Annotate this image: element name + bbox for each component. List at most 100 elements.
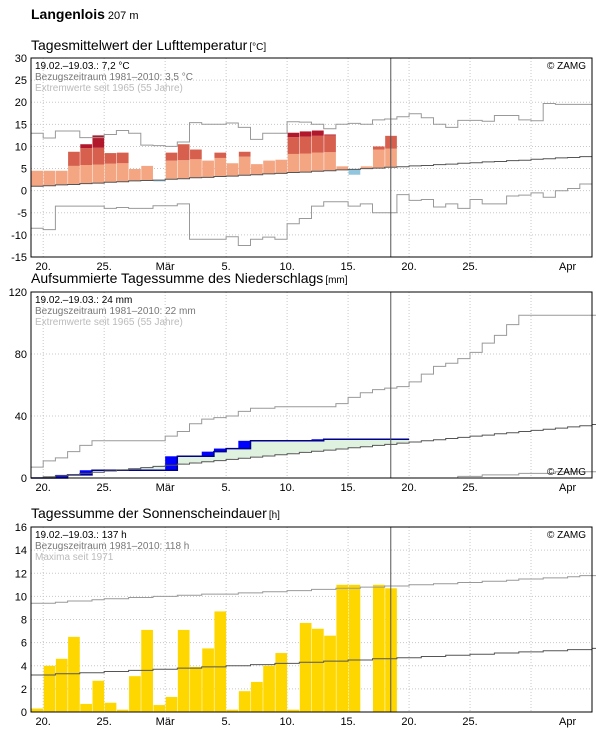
sunshine-y-tick-label: 6 xyxy=(21,638,27,650)
temperature-normal-line xyxy=(31,156,592,187)
sunshine-bar xyxy=(312,628,324,712)
sunshine-y-tick-label: 16 xyxy=(15,522,27,534)
temperature-bar xyxy=(324,152,336,171)
precipitation-unit: [mm] xyxy=(325,275,348,286)
precipitation-y-tick-label: 40 xyxy=(15,411,27,423)
temperature-y-tick-label: 20 xyxy=(15,97,27,109)
precipitation-x-tick-label: 5. xyxy=(222,482,231,494)
precipitation-info-line: Bezugszeitraum 1981–2010: 22 mm xyxy=(35,306,196,317)
temperature-panel: -15 -10 -5 0 5 10 15 20 25 30 20. 25. Mär 5. 10. 15. 20.… xyxy=(11,53,593,273)
temperature-unit: [°C] xyxy=(249,42,267,53)
precipitation-extreme-max-line xyxy=(31,314,596,468)
sunshine-frame xyxy=(30,526,593,713)
sunshine-bar xyxy=(165,696,178,712)
temperature-info-line: 19.02.–19.03.: 7,2 °C xyxy=(35,61,130,72)
precipitation-x-tick-label: 25. xyxy=(97,482,112,494)
sunshine-x-tick-label: 15. xyxy=(340,716,355,728)
sunshine-bar xyxy=(251,681,263,712)
temperature-y-tick-label: 25 xyxy=(15,75,27,87)
temperature-bar-warm xyxy=(324,135,336,153)
temperature-bar-cold xyxy=(348,169,361,175)
sunshine-x-tick-label: Apr xyxy=(559,716,576,728)
temperature-bar xyxy=(372,149,385,169)
precipitation-increment xyxy=(201,451,214,457)
temperature-bar xyxy=(31,170,44,187)
sunshine-bar xyxy=(275,653,288,712)
temperature-x-tick-label: Apr xyxy=(559,261,576,273)
temperature-bar-hot xyxy=(80,144,92,149)
precipitation-increment xyxy=(79,470,92,475)
temperature-bar-warm xyxy=(177,144,190,161)
temperature-bar-warm xyxy=(372,146,385,150)
temperature-frame xyxy=(30,57,593,258)
precipitation-info-line: 19.02.–19.03.: 24 mm xyxy=(35,295,132,306)
temperature-bar xyxy=(116,163,129,182)
precipitation-increment xyxy=(213,448,227,452)
sunshine-bar xyxy=(129,676,141,712)
temperature-y-tick-label: -10 xyxy=(11,230,27,242)
sunshine-x-tick-label: 10. xyxy=(279,716,294,728)
temperature-x-tick-label: 25. xyxy=(462,261,477,273)
sunshine-x-tick-label: 5. xyxy=(222,716,231,728)
temperature-bar-warm xyxy=(116,152,129,164)
sunshine-bar xyxy=(214,611,227,712)
temperature-bar-warm xyxy=(238,151,251,157)
precipitation-x-tick-label: 10. xyxy=(279,482,294,494)
temperature-bar-warm xyxy=(68,151,80,166)
sunshine-x-tick-label: 25. xyxy=(97,716,112,728)
temperature-bar xyxy=(80,165,92,184)
temperature-y-tick-label: 30 xyxy=(15,53,27,65)
sunshine-y-tick-label: 14 xyxy=(15,545,27,557)
precipitation-x-tick-label: 15. xyxy=(340,482,355,494)
temperature-bar xyxy=(92,164,105,184)
sunshine-bar xyxy=(336,584,349,712)
temperature-y-tick-label: 10 xyxy=(15,141,27,153)
temperature-bar-warm xyxy=(165,152,178,161)
temperature-x-tick-label: 15. xyxy=(340,261,355,273)
sunshine-normal-line xyxy=(31,647,596,676)
sunshine-info-line: Bezugszeitraum 1981–2010: 118 h xyxy=(35,541,189,552)
sunshine-bar xyxy=(299,622,312,712)
precipitation-frame xyxy=(30,291,593,479)
sunshine-title-text: Tagessumme der Sonnenscheindauer xyxy=(31,505,267,521)
sunshine-bar xyxy=(190,666,202,712)
sunshine-bar xyxy=(202,648,214,712)
sunshine-y-tick-label: 10 xyxy=(15,591,27,603)
sunshine-panel: 0 2 4 6 8 10 12 14 16 20. 25. Mär 5. 10. 15. 20. 25. Apr 1… xyxy=(15,522,596,728)
sunshine-info-line: 19.02.–19.03.: 137 h xyxy=(35,530,127,541)
sunshine-bar xyxy=(55,658,68,712)
temperature-bar xyxy=(177,160,190,179)
precipitation-x-tick-label: 20. xyxy=(401,482,416,494)
sunshine-bar xyxy=(348,584,361,712)
temperature-bar xyxy=(214,157,227,177)
precipitation-y-tick-label: 120 xyxy=(9,287,27,299)
temperature-bar xyxy=(251,164,263,175)
temperature-bar-warm xyxy=(312,135,324,153)
temperature-x-tick-label: 5. xyxy=(222,261,231,273)
temperature-bar xyxy=(238,156,251,176)
sunshine-info-line: Maxima seit 1971 xyxy=(35,552,114,563)
sunshine-bar xyxy=(226,709,239,712)
sunshine-bar xyxy=(31,708,44,712)
temperature-bar-warm xyxy=(80,148,92,166)
sunshine-bar xyxy=(141,629,153,712)
sunshine-x-tick-label: Mär xyxy=(156,716,175,728)
sunshine-bar xyxy=(104,702,117,712)
sunshine-bar xyxy=(287,709,300,712)
sunshine-zamg-credit: © ZAMG xyxy=(547,530,586,541)
precipitation-x-tick-label: 20. xyxy=(36,482,51,494)
temperature-bar xyxy=(287,153,300,173)
precipitation-increment xyxy=(55,474,68,478)
precipitation-x-tick-label: Apr xyxy=(559,482,576,494)
sunshine-y-tick-label: 4 xyxy=(21,661,27,673)
temperature-bar-warm xyxy=(214,152,227,158)
precipitation-panel: 0 40 80 120 20. 25. Mär 5. 10. 15. 20. 25. Apr 19.02.… xyxy=(9,287,596,494)
precipitation-x-tick-label: Mär xyxy=(156,482,175,494)
precipitation-title-text: Aufsummierte Tagessumme des Niederschlag… xyxy=(31,270,324,286)
temperature-bar-hot xyxy=(299,131,312,137)
temperature-bar xyxy=(202,160,214,178)
temperature-title-text: Tagesmittelwert der Lufttemperatur xyxy=(31,37,248,53)
temperature-zamg-credit: © ZAMG xyxy=(547,61,586,72)
station-altitude: 207 m xyxy=(107,10,139,22)
sunshine-bar xyxy=(116,709,129,712)
